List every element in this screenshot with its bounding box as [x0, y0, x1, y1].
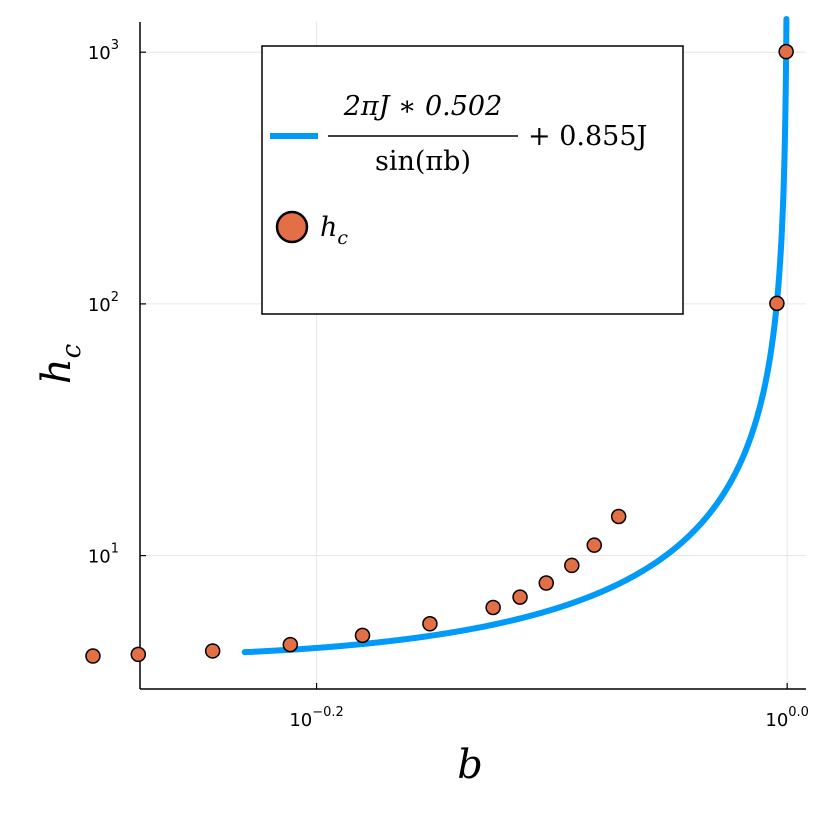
- data-point: [282, 636, 299, 653]
- x-tick-label: 100.0: [765, 705, 809, 731]
- x-tick-label: 10−0.2: [289, 705, 343, 731]
- legend-marker-label: hc: [320, 212, 348, 249]
- legend-box: [261, 45, 684, 315]
- plot-area: [85, 16, 794, 664]
- y-tick-label: 102: [88, 290, 119, 316]
- data-point: [130, 646, 147, 663]
- data-point: [422, 616, 438, 632]
- legend: 2πJ ∗ 0.502 sin(πb) + 0.855J hc: [261, 45, 684, 315]
- y-tick-label: 103: [88, 38, 119, 64]
- legend-marker-swatch: [275, 210, 309, 244]
- data-point: [610, 508, 627, 525]
- x-axis-label: b: [457, 742, 483, 788]
- axes: [139, 22, 806, 690]
- data-point: [564, 557, 580, 574]
- data-point: [354, 627, 371, 644]
- data-point: [204, 643, 221, 659]
- legend-formula-numerator: 2πJ ∗ 0.502: [343, 91, 503, 122]
- legend-formula-denominator: sin(πb): [375, 146, 471, 177]
- y-axis-label: hc: [34, 343, 87, 384]
- y-axis-label-text: hc: [34, 343, 87, 384]
- data-point: [586, 537, 603, 553]
- y-tick-label: 101: [88, 542, 119, 568]
- legend-formula-suffix: + 0.855J: [528, 121, 647, 152]
- data-point: [85, 648, 101, 664]
- data-point: [485, 599, 501, 616]
- fit-curve-line: [241, 16, 790, 656]
- data-point: [769, 295, 785, 312]
- data-point: [512, 589, 528, 605]
- data-point: [538, 575, 555, 591]
- data-point: [778, 43, 794, 60]
- tick-labels: 10−0.2 100.0 101 102 103: [88, 38, 809, 731]
